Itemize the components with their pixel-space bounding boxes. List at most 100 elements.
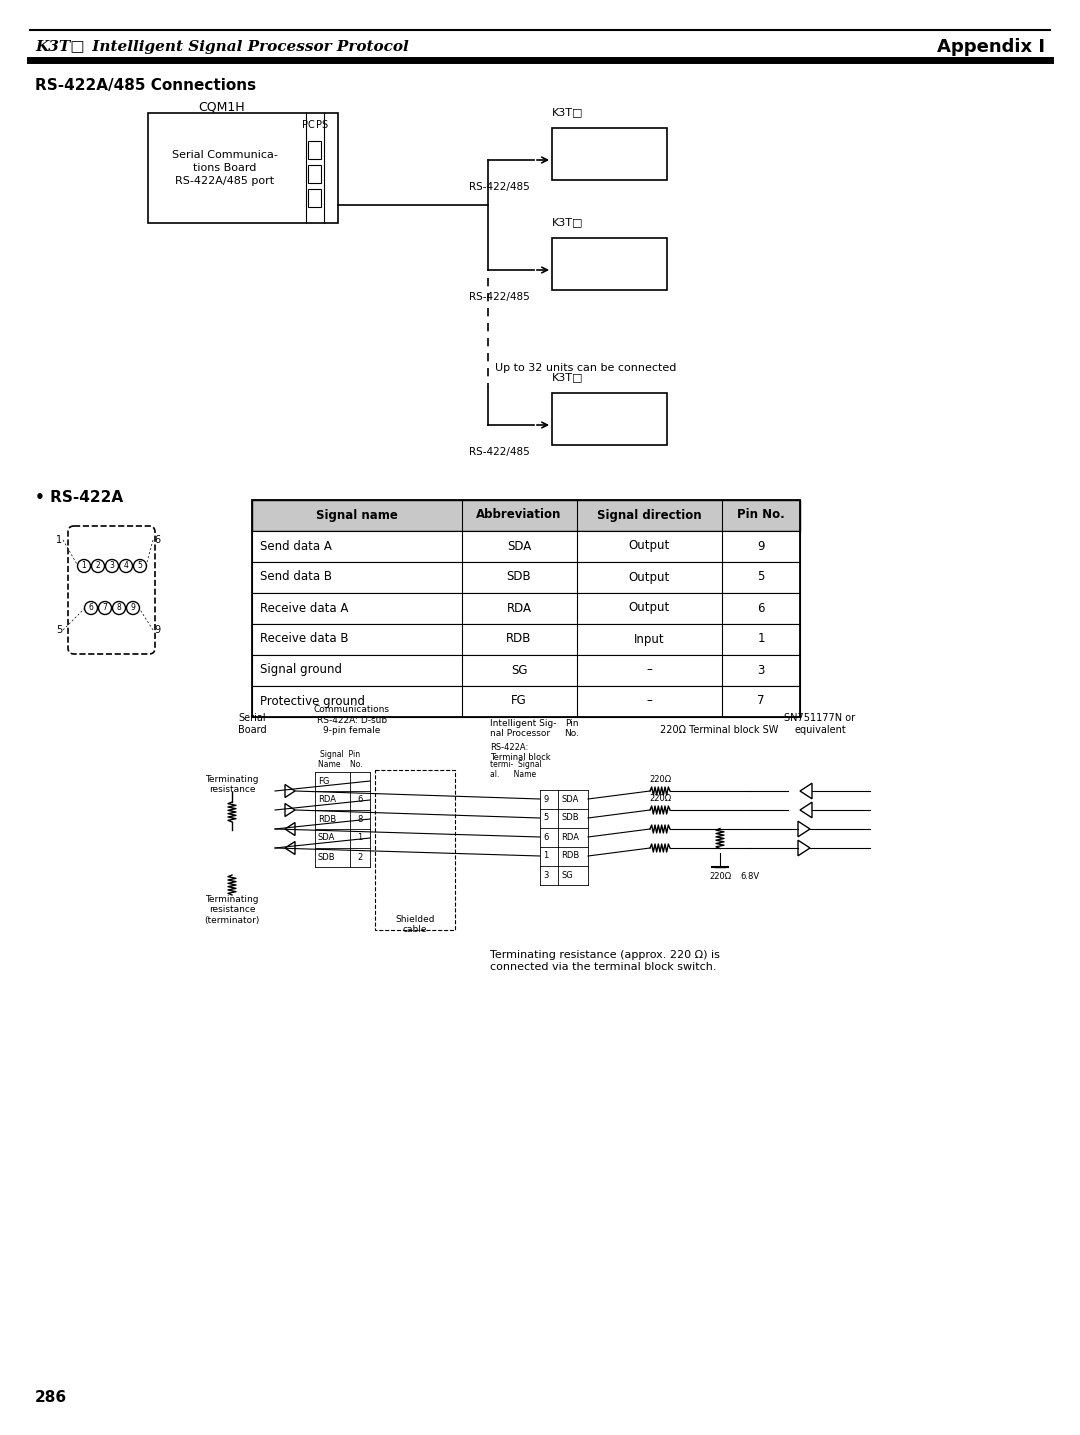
- Text: Intelligent Sig-
nal Processor: Intelligent Sig- nal Processor: [490, 719, 556, 738]
- Text: 220Ω: 220Ω: [649, 794, 671, 804]
- Text: 8: 8: [357, 815, 363, 824]
- Text: PS: PS: [316, 121, 328, 131]
- Text: Up to 32 units can be connected: Up to 32 units can be connected: [495, 363, 676, 373]
- Text: Input: Input: [634, 633, 664, 646]
- Text: RDB: RDB: [561, 851, 579, 861]
- Text: Communications
RS-422A: D-sub
9-pin female: Communications RS-422A: D-sub 9-pin fema…: [314, 705, 390, 735]
- Text: 5: 5: [757, 571, 765, 584]
- Text: Shielded
cable: Shielded cable: [395, 916, 435, 934]
- Text: RS-422A/485 Connections: RS-422A/485 Connections: [35, 77, 256, 93]
- Text: 9: 9: [543, 795, 549, 804]
- Text: FG: FG: [511, 695, 527, 707]
- Text: Appendix I: Appendix I: [937, 37, 1045, 56]
- Text: Pin
No.: Pin No.: [565, 719, 580, 738]
- Text: Terminating
resistance: Terminating resistance: [205, 775, 259, 795]
- Text: 7: 7: [757, 695, 765, 707]
- Text: 3: 3: [543, 871, 549, 880]
- Circle shape: [98, 601, 111, 614]
- Circle shape: [84, 601, 97, 614]
- Text: SDB: SDB: [318, 852, 336, 861]
- Circle shape: [106, 560, 119, 573]
- Text: 286: 286: [35, 1391, 67, 1405]
- Text: Signal  Pin: Signal Pin: [320, 751, 360, 759]
- FancyBboxPatch shape: [68, 527, 156, 654]
- Text: 220Ω: 220Ω: [649, 775, 671, 784]
- Text: 6: 6: [357, 795, 363, 805]
- Text: RS-422/485: RS-422/485: [469, 446, 530, 456]
- Text: 2: 2: [96, 561, 100, 571]
- Text: RDB: RDB: [318, 815, 336, 824]
- Bar: [308, 141, 321, 159]
- Text: Terminating resistance (approx. 220 Ω) is
connected via the terminal block switc: Terminating resistance (approx. 220 Ω) i…: [490, 950, 720, 971]
- Bar: [252, 654, 800, 686]
- Text: 1: 1: [56, 535, 62, 545]
- Text: SN751177N or
equivalent: SN751177N or equivalent: [784, 713, 855, 735]
- Text: K3T□: K3T□: [552, 217, 583, 227]
- Text: 5: 5: [543, 814, 549, 822]
- Text: 220Ω: 220Ω: [708, 872, 731, 881]
- Text: 4: 4: [123, 561, 129, 571]
- Bar: [252, 531, 800, 563]
- Bar: [552, 238, 667, 290]
- Text: Signal name: Signal name: [316, 508, 397, 521]
- Text: Receive data A: Receive data A: [260, 601, 349, 614]
- Text: 5: 5: [56, 626, 62, 636]
- Text: SDA: SDA: [507, 540, 531, 552]
- Text: SDA: SDA: [318, 834, 336, 842]
- Text: 9: 9: [154, 626, 160, 636]
- Bar: [375, 771, 455, 930]
- Text: RS-422/485: RS-422/485: [469, 182, 530, 192]
- Text: Abbreviation: Abbreviation: [476, 508, 562, 521]
- Text: 6: 6: [757, 601, 765, 614]
- Text: 1: 1: [757, 633, 765, 646]
- Circle shape: [78, 560, 91, 573]
- Text: 6: 6: [154, 535, 160, 545]
- Text: Output: Output: [629, 571, 670, 584]
- Text: 1: 1: [357, 834, 363, 842]
- Text: Protective ground: Protective ground: [260, 695, 365, 707]
- Bar: [252, 686, 800, 718]
- Text: SG: SG: [561, 871, 572, 880]
- Text: 6: 6: [89, 604, 94, 613]
- Bar: [552, 128, 667, 179]
- Text: 9: 9: [131, 604, 135, 613]
- Circle shape: [134, 560, 147, 573]
- Text: 6: 6: [543, 832, 549, 841]
- Text: Name    No.: Name No.: [318, 761, 362, 769]
- Circle shape: [120, 560, 133, 573]
- Bar: [308, 189, 321, 207]
- Circle shape: [112, 601, 125, 614]
- Text: SDA: SDA: [561, 795, 579, 804]
- Text: 220Ω Terminal block SW: 220Ω Terminal block SW: [660, 725, 779, 735]
- Text: RDB: RDB: [507, 633, 531, 646]
- Text: Signal ground: Signal ground: [260, 663, 342, 676]
- Text: 3: 3: [757, 663, 765, 676]
- Text: PC: PC: [301, 121, 314, 131]
- Text: RDA: RDA: [318, 795, 336, 805]
- Text: RDA: RDA: [507, 601, 531, 614]
- Text: RS-422A:
Terminal block: RS-422A: Terminal block: [490, 743, 551, 762]
- Text: 9: 9: [757, 540, 765, 552]
- Text: Terminating
resistance
(terminator): Terminating resistance (terminator): [204, 895, 259, 924]
- Text: • RS-422A: • RS-422A: [35, 489, 123, 505]
- Text: 3: 3: [109, 561, 114, 571]
- Circle shape: [126, 601, 139, 614]
- Text: 5: 5: [137, 561, 143, 571]
- Text: Serial
Board: Serial Board: [238, 713, 267, 735]
- Text: SDB: SDB: [561, 814, 579, 822]
- Text: 8: 8: [117, 604, 121, 613]
- Bar: [148, 113, 338, 222]
- Text: RS-422/485: RS-422/485: [469, 291, 530, 301]
- Text: SG: SG: [511, 663, 527, 676]
- Bar: [252, 499, 800, 718]
- Text: FG: FG: [318, 776, 329, 785]
- Text: Output: Output: [629, 601, 670, 614]
- Text: CQM1H: CQM1H: [198, 100, 245, 113]
- Text: Pin No.: Pin No.: [738, 508, 785, 521]
- Text: Receive data B: Receive data B: [260, 633, 349, 646]
- Text: –: –: [646, 695, 652, 707]
- Text: Send data A: Send data A: [260, 540, 332, 552]
- Text: 1: 1: [82, 561, 86, 571]
- Bar: [252, 624, 800, 654]
- Circle shape: [92, 560, 105, 573]
